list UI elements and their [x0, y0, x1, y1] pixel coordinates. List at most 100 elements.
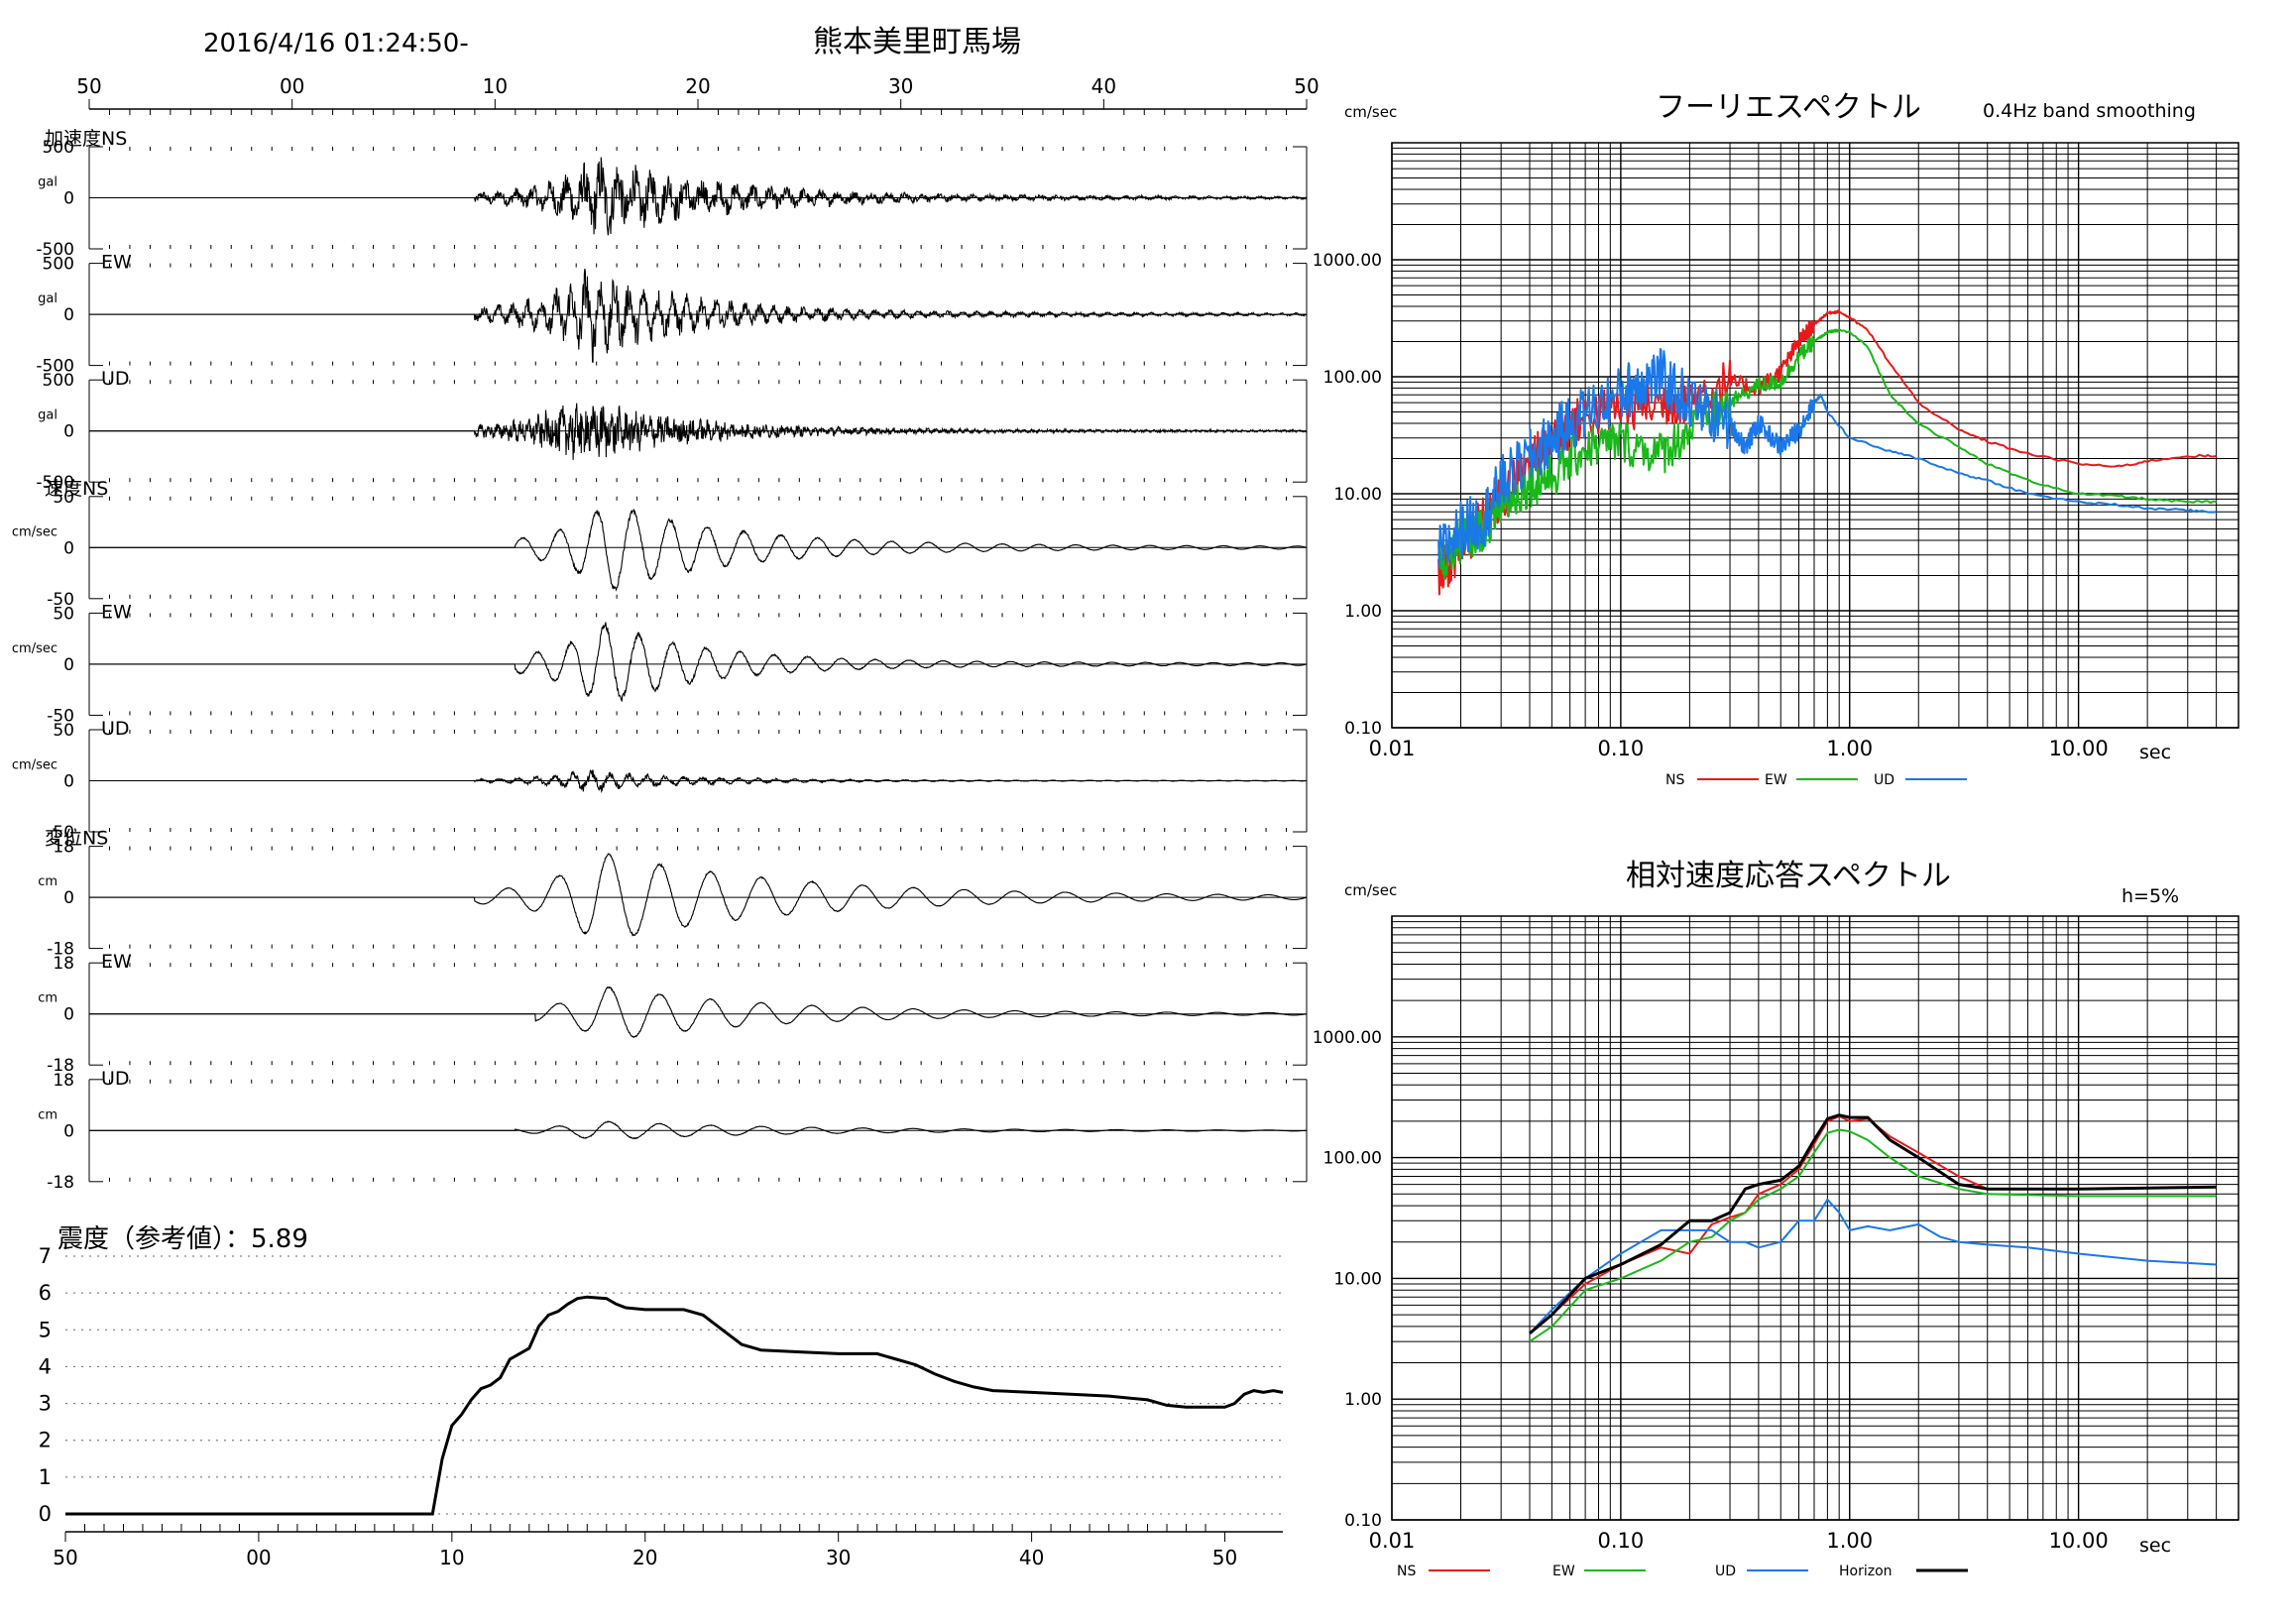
intensity-x-tick: 50	[53, 1546, 77, 1569]
waveform-panel: 500 0 -500 gal 加速度NS	[36, 128, 1308, 260]
waveform-panels: 5000-500gal加速度NS5000-500galEW5000-500gal…	[12, 128, 1308, 1193]
amp-max-label: 500	[43, 371, 74, 391]
amp-zero-label: 0	[63, 888, 74, 908]
y-tick-label: 0.10	[1344, 1511, 1382, 1531]
x-tick-label: 0.01	[1369, 737, 1416, 760]
channel-comp-label: UD	[101, 1068, 130, 1090]
amp-zero-label: 0	[63, 189, 74, 209]
intensity-y-tick: 2	[39, 1429, 52, 1452]
amp-max-label: 50	[53, 604, 74, 624]
spectrum-series	[1529, 1114, 2217, 1334]
intensity-x-tick: 40	[1019, 1546, 1044, 1569]
response-title: 相対速度応答スペクトル	[1626, 859, 1951, 893]
y-tick-label: 0.10	[1344, 719, 1382, 739]
fourier-note: 0.4Hz band smoothing	[1983, 100, 2196, 122]
amp-min-label: -500	[36, 357, 74, 377]
legend-label: NS	[1397, 1564, 1416, 1579]
amp-unit-label: cm/sec	[12, 758, 57, 773]
spectrum-series	[1437, 348, 2217, 568]
time-tick-label: 00	[280, 74, 304, 98]
waveform-trace	[89, 622, 1308, 703]
intensity-x-tick: 10	[439, 1546, 464, 1569]
waveform-trace	[89, 853, 1308, 937]
response-spectrum-panel: 相対速度応答スペクトル h=5% cm/sec sec 0.01 0.10 1.00…	[1313, 859, 2239, 1579]
waveform-trace	[89, 403, 1308, 460]
intensity-x-tick: 50	[1212, 1546, 1237, 1569]
y-tick-label: 1.00	[1344, 602, 1382, 622]
time-tick-label: 40	[1091, 74, 1116, 98]
amp-unit-label: gal	[38, 175, 57, 190]
channel-group-label: 加速度NS	[45, 128, 127, 150]
waveform-panel: 500 0 -500 gal EW	[36, 252, 1308, 377]
time-tick-label: 50	[1294, 74, 1319, 98]
y-tick-label: 10.00	[1333, 1269, 1382, 1289]
amp-min-label: -18	[47, 940, 74, 960]
amp-min-label: -50	[47, 706, 74, 726]
fourier-spectrum-panel: フーリエスペクトル 0.4Hz band smoothing cm/sec se…	[1313, 90, 2239, 788]
timestamp-label: 2016/4/16 01:24:50-	[203, 29, 469, 58]
legend-label: UD	[1715, 1564, 1736, 1579]
spectrum-series	[1529, 1198, 2217, 1334]
channel-group-label: 速度NS	[45, 478, 108, 500]
intensity-y-tick: 0	[39, 1502, 52, 1526]
x-tick-label: 0.10	[1597, 1529, 1644, 1553]
plot-frame	[1391, 142, 2239, 729]
amp-unit-label: cm/sec	[12, 524, 57, 539]
channel-group-label: 変位NS	[45, 828, 108, 850]
amp-max-label: 500	[43, 255, 74, 275]
fourier-y-unit: cm/sec	[1344, 103, 1397, 121]
amp-max-label: 500	[43, 138, 74, 158]
intensity-y-tick: 7	[39, 1244, 52, 1268]
waveform-panel: 50 0 -50 cm/sec 速度NS	[12, 478, 1308, 610]
channel-comp-label: UD	[101, 368, 130, 390]
response-x-unit: sec	[2139, 1535, 2171, 1557]
amp-zero-label: 0	[63, 772, 74, 792]
response-note: h=5%	[2122, 885, 2179, 907]
y-tick-label: 100.00	[1323, 368, 1382, 388]
x-tick-label: 10.00	[2049, 737, 2109, 760]
intensity-x-tick: 20	[632, 1546, 657, 1569]
intensity-y-tick: 3	[39, 1392, 52, 1416]
intensity-y-tick: 1	[39, 1465, 52, 1489]
amp-min-label: -18	[47, 1056, 74, 1076]
waveform-trace	[89, 157, 1308, 236]
waveform-trace	[89, 269, 1308, 364]
legend-label: NS	[1665, 772, 1684, 788]
amp-max-label: 18	[53, 1071, 74, 1091]
y-tick-label: 1.00	[1344, 1390, 1382, 1410]
waveform-trace	[89, 769, 1308, 793]
amp-max-label: 50	[53, 721, 74, 741]
time-tick-label: 20	[685, 74, 710, 98]
intensity-curve	[65, 1295, 1284, 1516]
amp-min-label: -50	[47, 823, 74, 843]
waveform-time-axis: 50 00 10 20 30 40 50	[76, 74, 1320, 115]
waveform-panel: 50 0 -50 cm/sec EW	[12, 601, 1308, 726]
amp-min-label: -50	[47, 590, 74, 610]
time-tick-label: 10	[483, 74, 508, 98]
waveform-trace	[89, 985, 1307, 1038]
legend-label: EW	[1552, 1564, 1575, 1579]
time-tick-label: 50	[76, 74, 101, 98]
amp-unit-label: gal	[38, 291, 57, 306]
x-tick-label: 1.00	[1826, 737, 1873, 760]
amp-zero-label: 0	[63, 538, 74, 558]
x-tick-label: 10.00	[2049, 1529, 2109, 1553]
channel-comp-label: EW	[101, 951, 132, 973]
amp-min-label: -500	[36, 473, 74, 493]
response-y-unit: cm/sec	[1344, 881, 1397, 899]
legend-label: UD	[1874, 772, 1894, 788]
time-tick-label: 30	[888, 74, 913, 98]
y-tick-label: 100.00	[1323, 1149, 1382, 1169]
waveform-trace	[89, 508, 1308, 592]
channel-comp-label: UD	[101, 718, 130, 740]
amp-max-label: 18	[53, 838, 74, 858]
amp-zero-label: 0	[63, 1005, 74, 1025]
intensity-y-tick: 4	[39, 1354, 52, 1378]
x-tick-label: 0.10	[1597, 737, 1644, 760]
intensity-title: 震度（参考値）：5.89	[57, 1224, 308, 1254]
channel-comp-label: EW	[101, 601, 132, 623]
y-tick-label: 10.00	[1333, 485, 1382, 505]
waveform-panel: 18 0 -18 cm 変位NS	[38, 828, 1308, 960]
